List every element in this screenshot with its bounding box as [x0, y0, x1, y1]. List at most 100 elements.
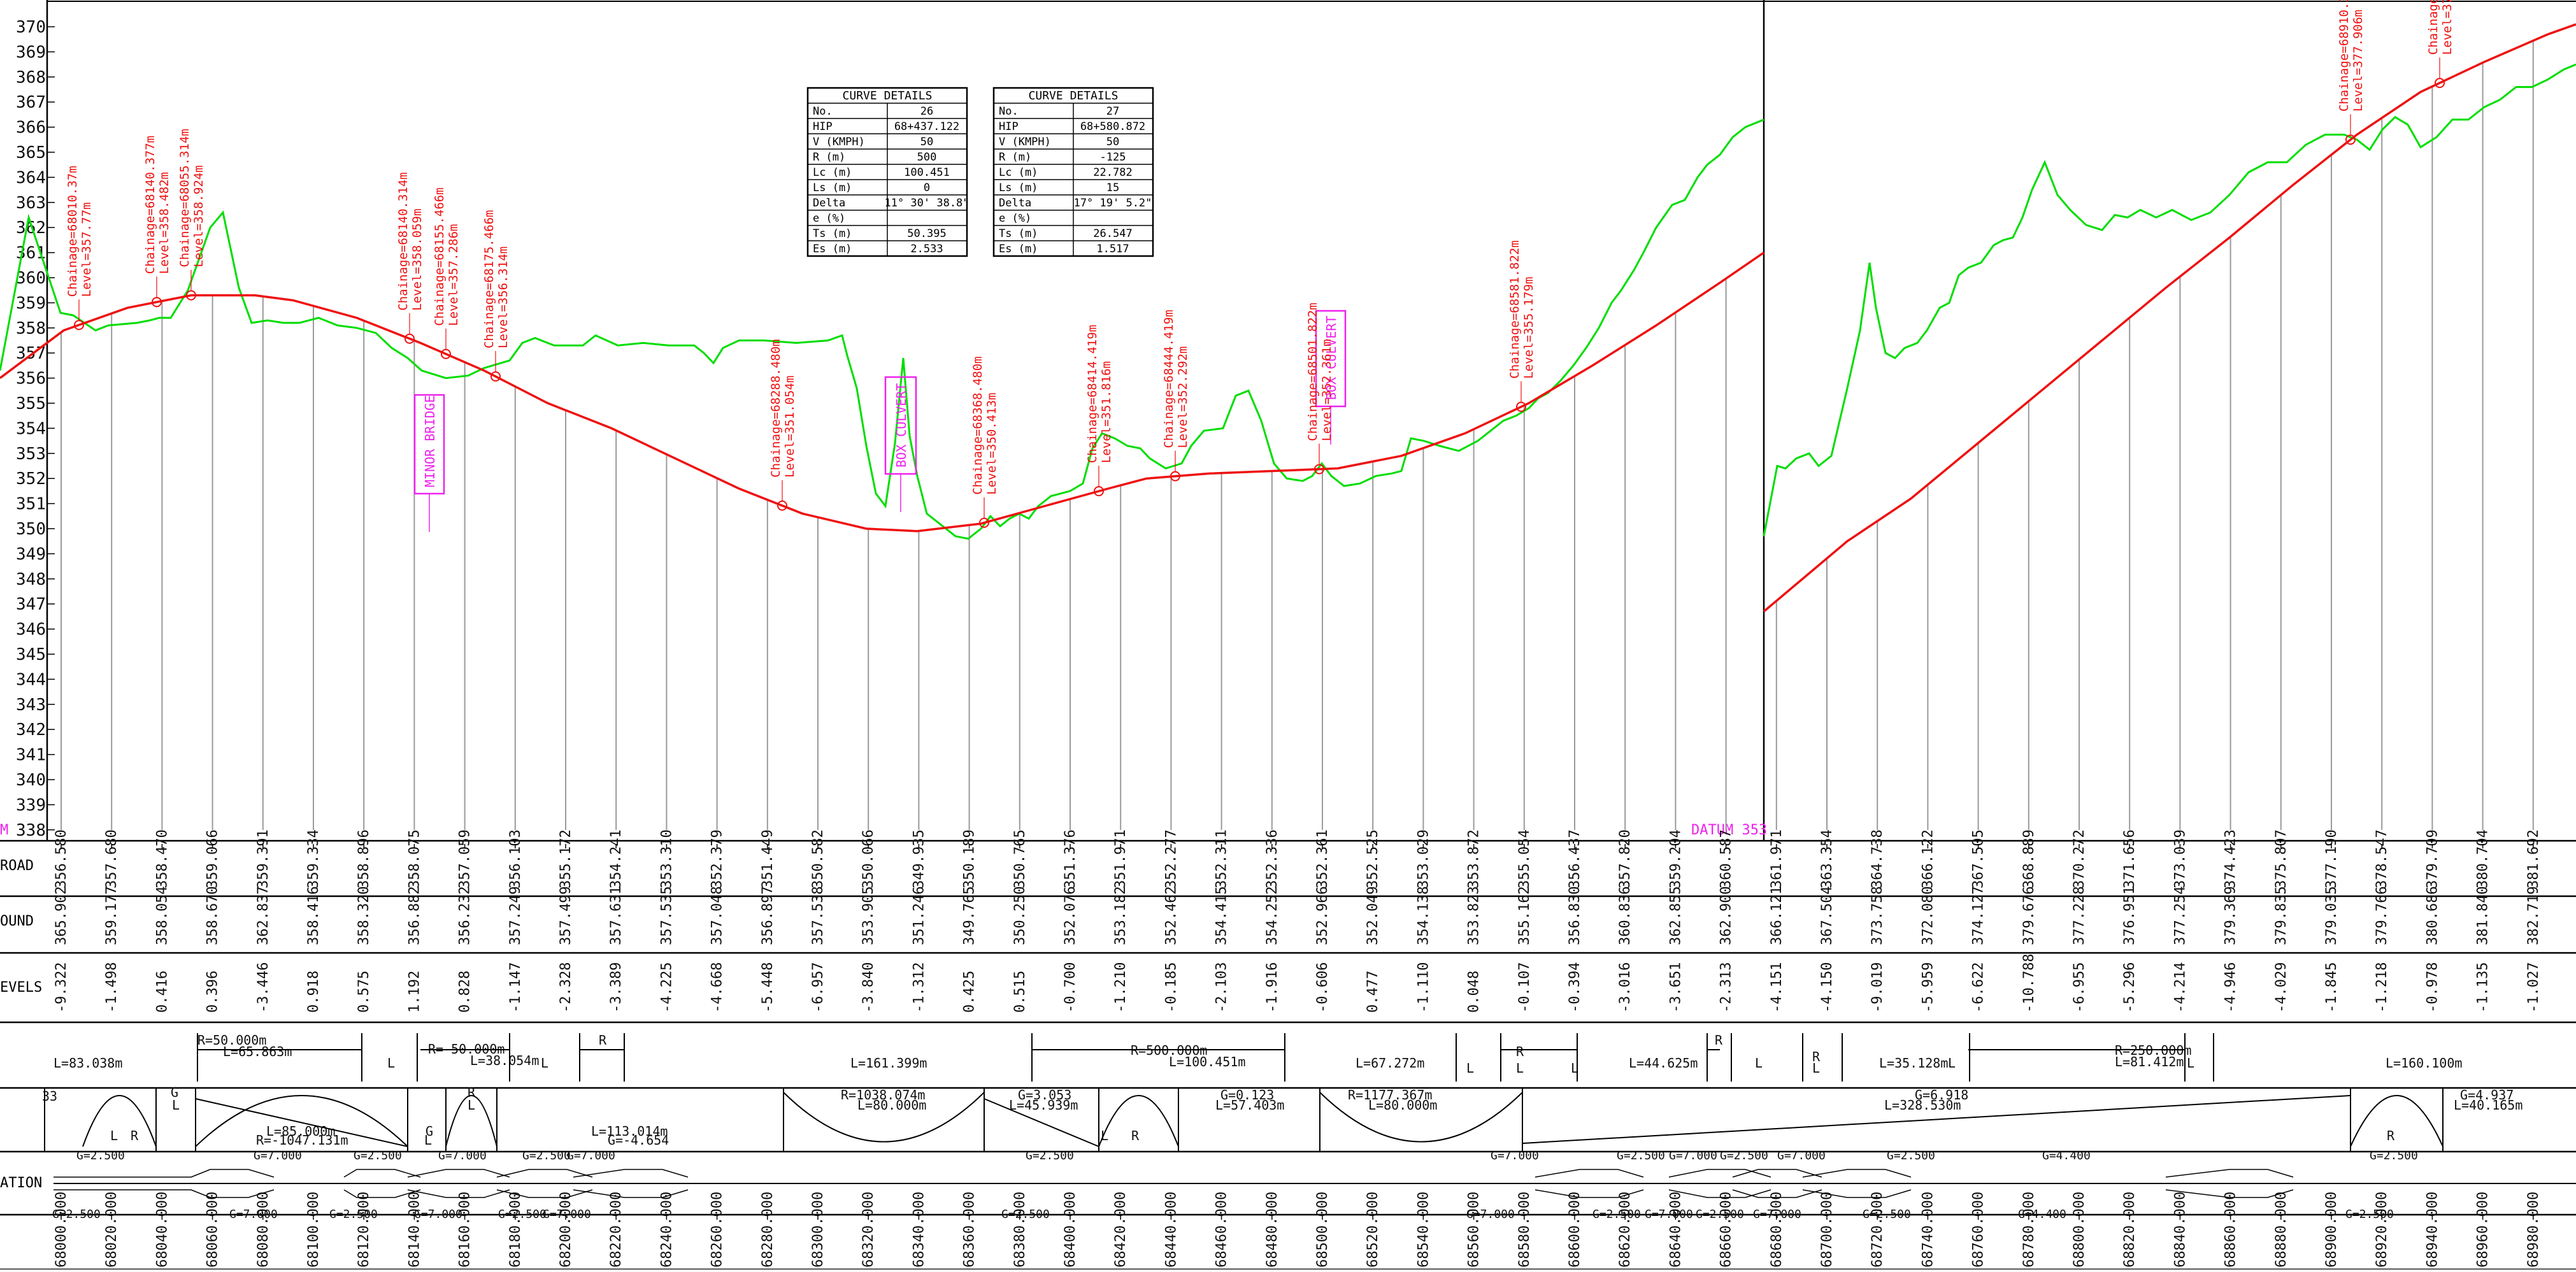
structure-label: MINOR BRIDGE — [422, 396, 438, 488]
vertical-curve-arc — [195, 1095, 408, 1147]
chainage-label: Chainage=68945.352m — [2426, 0, 2440, 55]
chainage-tick-label: 68060.000 — [205, 1192, 221, 1268]
level-difference-value: -4.668 — [710, 962, 726, 1013]
chainage-tick-label: 68440.000 — [1163, 1192, 1179, 1268]
road-level-value: 366.122 — [1920, 829, 1936, 889]
datum-label: DATUM 353 — [1691, 822, 1767, 838]
horizontal-alignment-label: L — [1516, 1061, 1524, 1076]
level-difference-value: -2.103 — [1214, 962, 1230, 1013]
superelevation-lower-label: G=2.500 — [52, 1208, 101, 1221]
table-cell-key: V (KMPH) — [999, 136, 1051, 148]
grade-line — [195, 1098, 408, 1147]
vertical-alignment-label: G=-4.654 — [608, 1133, 669, 1148]
superelevation-lower-label: G=7.000 — [1753, 1208, 1801, 1221]
chainage-label: Chainage=68140.314m — [396, 172, 410, 310]
horizontal-alignment-label: L=100.451m — [1169, 1054, 1245, 1069]
level-difference-value: -3.389 — [608, 962, 624, 1013]
chainage-tick-label: 68780.000 — [2021, 1192, 2037, 1268]
road-level-value: 356.580 — [54, 829, 69, 889]
ground-level-value: 365.902 — [54, 886, 69, 945]
chainage-tick-label: 68020.000 — [104, 1192, 120, 1268]
chainage-tick-label: 68840.000 — [2172, 1192, 2188, 1268]
table-cell-value: 22.782 — [1093, 166, 1132, 179]
band-label-elevation: ATION — [0, 1175, 42, 1191]
ground-level-value: 380.686 — [2424, 886, 2440, 945]
road-level-value: 368.889 — [2021, 829, 2037, 889]
horizontal-alignment-label: L — [387, 1055, 395, 1071]
superelevation-transition — [1732, 1169, 1822, 1178]
road-level-value: 357.680 — [104, 829, 120, 889]
chainage-tick-label: 68580.000 — [1517, 1192, 1533, 1268]
level-difference-value: 0.396 — [205, 971, 221, 1013]
y-axis-tick-label: 356 — [16, 369, 46, 389]
ground-level-value: 352.462 — [1163, 886, 1179, 945]
road-level-value: 364.738 — [1870, 829, 1885, 889]
chainage-tick-label: 68420.000 — [1113, 1192, 1129, 1268]
chainage-tick-label: 68320.000 — [861, 1192, 877, 1268]
chainage-tick-label: 68700.000 — [1819, 1192, 1835, 1268]
horizontal-alignment-label: L=83.038m — [54, 1055, 122, 1071]
superelevation-transition — [1802, 1189, 1912, 1198]
chainage-tick-label: 68540.000 — [1415, 1192, 1431, 1268]
superelevation-lower-label: G=2.500 — [498, 1208, 547, 1221]
level-difference-value: -1.218 — [2374, 962, 2390, 1013]
superelevation-lower-label: G=2.500 — [1863, 1208, 1911, 1221]
ground-level-value: 349.765 — [962, 886, 978, 945]
ground-level-value: 351.246 — [911, 886, 927, 945]
road-level-value: 359.204 — [1668, 829, 1684, 889]
vertical-alignment-label: L — [172, 1097, 180, 1113]
level-difference-value: -2.313 — [1719, 962, 1735, 1013]
superelevation-transition — [190, 1189, 275, 1198]
road-level-value: 375.807 — [2273, 829, 2289, 889]
chainage-label: Chainage=68414.419m — [1085, 325, 1099, 463]
chainage-tick-label: 68820.000 — [2122, 1192, 2138, 1268]
structure-label: BOX CULVERT — [894, 383, 909, 468]
superelevation-lower-label: G=2.500 — [329, 1208, 378, 1221]
road-profile-line — [0, 252, 1764, 532]
horizontal-alignment-label: L=35.128m — [1879, 1055, 1948, 1071]
superelevation-label: G=7.000 — [254, 1149, 302, 1162]
chainage-tick-label: 68100.000 — [306, 1192, 322, 1268]
superelevation-lower-label: G=2.500 — [2345, 1208, 2394, 1221]
vertical-curve-arc — [783, 1092, 985, 1143]
curve-details-table: CURVE DETAILS No. 26 HIP 68+437.122 V (KMPH) 5… — [806, 87, 970, 257]
vertical-curve-arc — [445, 1095, 497, 1147]
table-cell-key: Lc (m) — [999, 166, 1038, 179]
vertical-alignment-label: R=1177.367m — [1348, 1087, 1432, 1103]
road-level-value: 357.059 — [457, 829, 473, 889]
ground-level-value: 353.905 — [861, 886, 877, 945]
y-axis-tick-label: 343 — [16, 696, 46, 715]
chainage-tick-label: 68200.000 — [558, 1192, 574, 1268]
horizontal-alignment-label: L — [1755, 1055, 1763, 1071]
level-difference-value: -1.110 — [1415, 962, 1431, 1013]
superelevation-lower-label: G=4.400 — [2018, 1208, 2066, 1221]
superelevation-label: G=2.500 — [1720, 1149, 1768, 1162]
road-level-value: 379.709 — [2424, 829, 2440, 889]
road-level-value: 352.379 — [710, 829, 726, 889]
level-difference-value: -3.446 — [255, 962, 271, 1013]
superelevation-label: G=2.500 — [1617, 1149, 1665, 1162]
chainage-tick-label: 68360.000 — [962, 1192, 978, 1268]
road-level-value: 360.587 — [1719, 829, 1735, 889]
superelevation-transition — [343, 1169, 421, 1178]
road-level-value: 359.334 — [306, 829, 322, 889]
level-difference-value: -1.027 — [2526, 962, 2542, 1013]
vertical-alignment-label: L=113.014m — [591, 1124, 668, 1139]
superelevation-transition — [1668, 1169, 1771, 1178]
horizontal-alignment-label: L=161.399m — [850, 1055, 927, 1071]
superelevation-transition — [1535, 1189, 1644, 1198]
ground-level-value: 379.835 — [2273, 886, 2289, 945]
road-level-value: 354.241 — [608, 829, 624, 889]
road-level-value: 352.336 — [1264, 829, 1280, 889]
superelevation-label: G=7.000 — [438, 1149, 487, 1162]
horizontal-alignment-label: L — [1466, 1061, 1474, 1076]
level-difference-value: -4.151 — [1769, 962, 1785, 1013]
level-label: Level=351.816m — [1099, 361, 1113, 463]
superelevation-lower-label: G=7.000 — [414, 1208, 462, 1221]
horizontal-alignment-label: L=38.054m — [470, 1053, 539, 1068]
vertical-alignment-label: G=3.053 — [1018, 1087, 1071, 1103]
ground-level-value: 356.882 — [406, 886, 422, 945]
level-difference-value: -1.845 — [2324, 962, 2340, 1013]
y-axis-tick-label: 368 — [16, 68, 46, 87]
road-level-value: 381.692 — [2526, 829, 2542, 889]
